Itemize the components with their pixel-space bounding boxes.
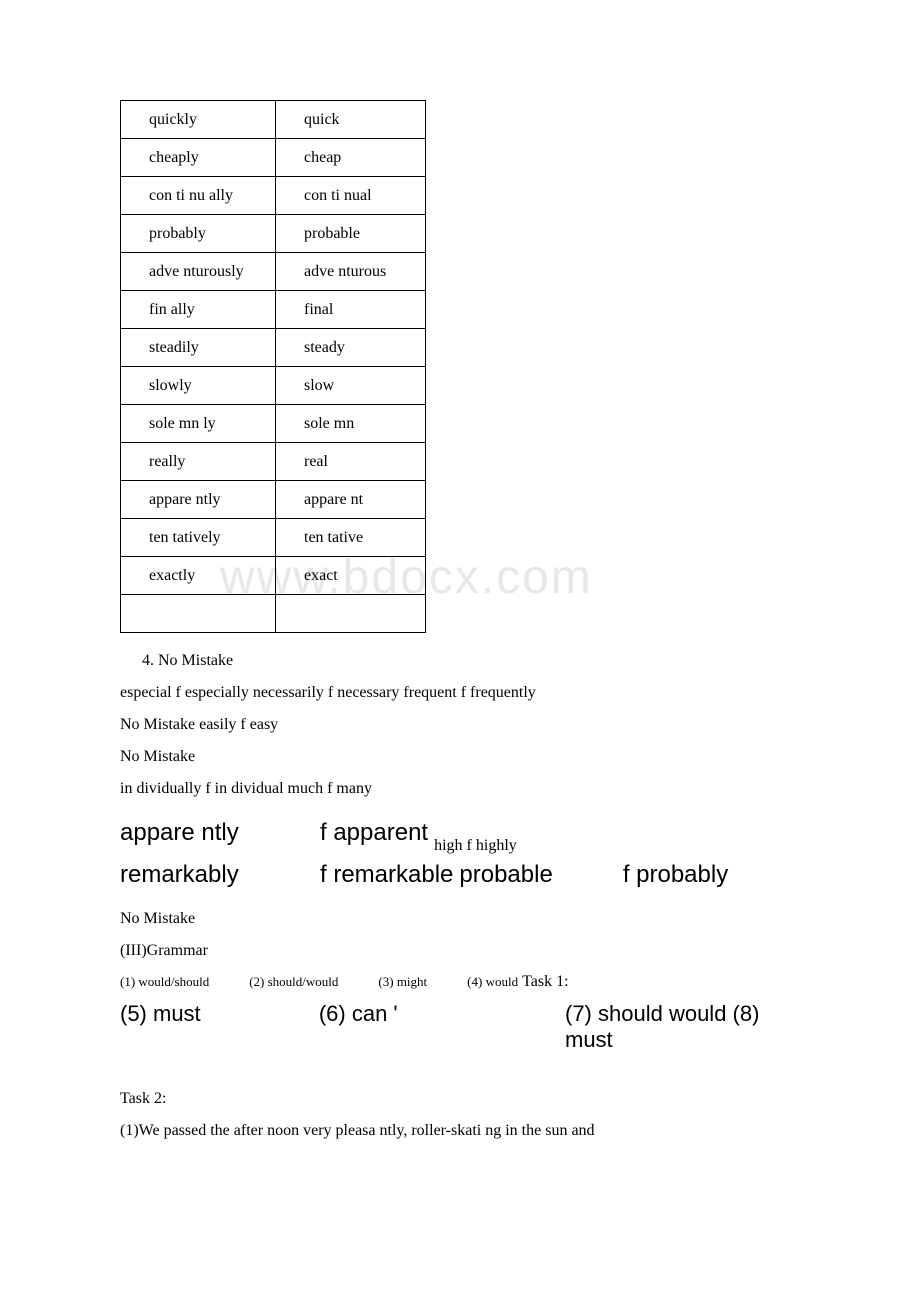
table-cell: adve nturous xyxy=(276,253,426,291)
table-row: reallyreal xyxy=(121,443,426,481)
paragraph-6: No Mistake xyxy=(120,903,800,935)
task1-row1: (1) would/should (2) should/would (3) mi… xyxy=(120,973,800,991)
table-cell: steadily xyxy=(121,329,276,367)
table-row: ten tativelyten tative xyxy=(121,519,426,557)
table-cell: sole mn ly xyxy=(121,405,276,443)
row1-c: high f highly xyxy=(434,837,517,855)
table-cell: exactly xyxy=(121,557,276,595)
correction-row-2: remarkably f remarkable probable f proba… xyxy=(120,861,800,889)
t1r2-c: (7) should would (8) must xyxy=(565,1001,800,1053)
row2-d: f probably xyxy=(623,861,728,889)
task1-row2: (5) must (6) can ' (7) should would (8) … xyxy=(120,1001,800,1053)
table-cell: probable xyxy=(276,215,426,253)
table-cell: fin ally xyxy=(121,291,276,329)
table-cell: ten tative xyxy=(276,519,426,557)
row1-b: f apparent xyxy=(320,819,428,847)
t1r2-a: (5) must xyxy=(120,1001,319,1027)
correction-row-1: appare ntly f apparent high f highly xyxy=(120,819,800,847)
table-cell xyxy=(276,595,426,633)
word-table: quicklyquickcheaplycheapcon ti nu allyco… xyxy=(120,100,426,633)
table-row: slowlyslow xyxy=(121,367,426,405)
paragraph-5: in dividually f in dividual much f many xyxy=(120,773,800,805)
table-cell: final xyxy=(276,291,426,329)
paragraph-7: (III)Grammar xyxy=(120,935,800,967)
table-row: appare ntlyappare nt xyxy=(121,481,426,519)
table-row: quicklyquick xyxy=(121,101,426,139)
table-row: adve nturouslyadve nturous xyxy=(121,253,426,291)
row2-b: f remarkable xyxy=(320,861,453,889)
table-cell: appare nt xyxy=(276,481,426,519)
row2-a: remarkably xyxy=(120,861,320,889)
t1r1-e: Task 1: xyxy=(522,973,568,991)
table-cell: cheaply xyxy=(121,139,276,177)
paragraph-4: No Mistake xyxy=(120,741,800,773)
table-cell: adve nturously xyxy=(121,253,276,291)
table-cell: slow xyxy=(276,367,426,405)
table-cell: quickly xyxy=(121,101,276,139)
paragraph-3: No Mistake easily f easy xyxy=(120,709,800,741)
table-cell: appare ntly xyxy=(121,481,276,519)
t1r1-d: (4) would xyxy=(467,974,518,990)
table-row: probablyprobable xyxy=(121,215,426,253)
table-cell: exact xyxy=(276,557,426,595)
table-cell: real xyxy=(276,443,426,481)
table-body: quicklyquickcheaplycheapcon ti nu allyco… xyxy=(121,101,426,633)
table-row: steadilysteady xyxy=(121,329,426,367)
paragraph-8: Task 2: xyxy=(120,1083,800,1115)
table-row: exactlyexact xyxy=(121,557,426,595)
table-cell: con ti nu ally xyxy=(121,177,276,215)
table-cell xyxy=(121,595,276,633)
table-cell: steady xyxy=(276,329,426,367)
table-row: sole mn lysole mn xyxy=(121,405,426,443)
t1r1-c: (3) might xyxy=(378,974,427,990)
table-row: cheaplycheap xyxy=(121,139,426,177)
table-row: fin allyfinal xyxy=(121,291,426,329)
row2-c: probable xyxy=(459,861,552,889)
table-cell: ten tatively xyxy=(121,519,276,557)
table-row: con ti nu allycon ti nual xyxy=(121,177,426,215)
paragraph-2: especial f especially necessarily f nece… xyxy=(120,677,800,709)
t1r1-b: (2) should/would xyxy=(249,974,338,990)
table-cell: probably xyxy=(121,215,276,253)
t1r1-a: (1) would/should xyxy=(120,974,209,990)
table-cell: con ti nual xyxy=(276,177,426,215)
table-row xyxy=(121,595,426,633)
table-cell: sole mn xyxy=(276,405,426,443)
table-cell: slowly xyxy=(121,367,276,405)
paragraph-1: 4. No Mistake xyxy=(142,645,800,677)
t1r2-b: (6) can ' xyxy=(319,1001,565,1027)
table-cell: quick xyxy=(276,101,426,139)
paragraph-9: (1)We passed the after noon very pleasa … xyxy=(120,1115,800,1147)
row1-a: appare ntly xyxy=(120,819,320,847)
table-cell: cheap xyxy=(276,139,426,177)
table-cell: really xyxy=(121,443,276,481)
